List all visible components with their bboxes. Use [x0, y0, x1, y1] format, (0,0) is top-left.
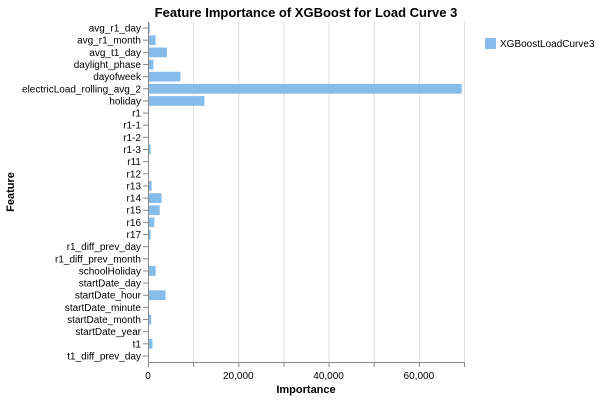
bar-dayofweek — [148, 71, 181, 82]
y-tick-label: startDate_year — [75, 327, 141, 338]
x-tick-label: 60,000 — [404, 371, 435, 382]
x-tick-label: 20,000 — [223, 371, 254, 382]
y-tick-label: avg_r1_day — [89, 24, 141, 35]
x-axis-title: Importance — [276, 384, 335, 396]
bar-r1-3 — [148, 144, 151, 155]
bar-holiday — [148, 96, 205, 106]
bar-daylight_phase — [148, 59, 154, 70]
x-tick-label: 40,000 — [313, 371, 344, 382]
y-tick-label: daylight_phase — [74, 60, 142, 71]
y-tick-label: dayofweek — [93, 72, 142, 83]
y-tick-label: avg_r1_month — [77, 36, 141, 47]
y-tick-label: t1_diff_prev_day — [67, 351, 141, 362]
y-tick-label: startDate_day — [79, 279, 141, 290]
y-tick-label: r1 — [132, 109, 141, 120]
bar-r14 — [148, 193, 162, 203]
y-tick-label: r13 — [127, 181, 142, 192]
bar-r13 — [148, 181, 152, 191]
y-tick-label: r17 — [127, 230, 142, 241]
chart-title: Feature Importance of XGBoost for Load C… — [155, 5, 458, 20]
y-tick-label: r1-2 — [123, 133, 141, 144]
y-tick-label: schoolHoliday — [79, 266, 141, 277]
x-tick-label: 0 — [145, 371, 151, 382]
legend: XGBoostLoadCurve3 — [485, 38, 595, 50]
legend-swatch — [485, 38, 496, 49]
bar-electricLoad_rolling_avg_2 — [148, 83, 462, 94]
bars — [148, 23, 462, 361]
bar-startDate_hour — [148, 290, 166, 301]
bar-r17 — [148, 229, 151, 240]
y-tick-label: startDate_month — [67, 315, 141, 326]
y-tick-label: r14 — [127, 194, 142, 205]
bar-r16 — [148, 217, 155, 228]
legend-label: XGBoostLoadCurve3 — [500, 39, 595, 50]
y-axis-title: Feature — [5, 172, 17, 212]
y-tick-label: r1_diff_prev_day — [67, 242, 141, 253]
bar-schoolHoliday — [148, 266, 156, 276]
bar-avg_r1_month — [148, 35, 156, 46]
bar-t1 — [148, 338, 153, 349]
y-tick-label: electricLoad_rolling_avg_2 — [22, 84, 141, 95]
bar-r15 — [148, 205, 160, 216]
bar-avg_t1_day — [148, 47, 167, 58]
y-tick-label: r16 — [127, 218, 142, 229]
y-tick-label: startDate_minute — [65, 303, 142, 314]
gridlines — [148, 22, 465, 362]
y-tick-label: r1-1 — [123, 121, 141, 132]
y-tick-label: startDate_hour — [75, 291, 142, 302]
y-tick-label: r11 — [127, 157, 141, 168]
y-tick-label: avg_t1_day — [89, 48, 141, 59]
y-tick-label: r1_diff_prev_month — [55, 254, 141, 265]
y-tick-label: holiday — [109, 96, 141, 107]
y-tick-label: r15 — [127, 206, 142, 217]
y-tick-label: r1-3 — [123, 145, 141, 156]
bar-startDate_month — [148, 314, 152, 325]
y-tick-label: r12 — [127, 169, 142, 180]
axes: avg_r1_dayavg_r1_monthavg_t1_daydaylight… — [22, 22, 465, 382]
y-tick-label: t1 — [133, 339, 142, 350]
